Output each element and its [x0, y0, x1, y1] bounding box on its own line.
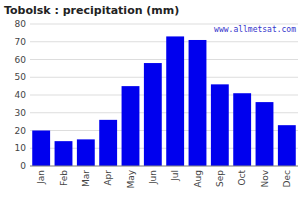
chart: Tobolsk : precipitation (mm) 0 10 20 30 40 50 6… — [0, 0, 306, 200]
y-tick-label: 0 — [20, 161, 26, 171]
y-tick-label: 30 — [15, 108, 27, 118]
bar — [278, 125, 296, 166]
x-tick-label: Mar — [81, 170, 91, 187]
y-tick-label: 70 — [15, 37, 27, 47]
y-tick-label: 10 — [15, 143, 27, 153]
bar — [256, 102, 274, 166]
x-tick-label: Jun — [148, 170, 158, 185]
bar — [99, 120, 117, 166]
y-tick-label: 80 — [15, 19, 27, 29]
x-tick-label: Jul — [170, 170, 180, 182]
x-tick-label: Jan — [36, 170, 46, 185]
y-tick-label: 40 — [15, 90, 27, 100]
bar — [233, 93, 251, 166]
bar — [122, 86, 140, 166]
annotation: www.allmetsat.com — [214, 25, 296, 34]
bar — [189, 40, 207, 166]
grid-line — [30, 166, 298, 167]
grid — [30, 24, 298, 166]
x-tick-label: Aug — [193, 170, 203, 188]
bars — [32, 36, 296, 166]
bar — [144, 63, 162, 166]
grid-line — [30, 95, 298, 96]
y-tick-label: 20 — [15, 126, 27, 136]
bar — [77, 139, 95, 166]
y-axis: 0 10 20 30 40 50 60 70 80 — [15, 19, 27, 171]
bar — [166, 36, 184, 166]
x-axis-line — [30, 166, 298, 167]
grid-line — [30, 41, 298, 42]
bar — [55, 141, 73, 166]
x-tick-label: May — [126, 169, 136, 188]
grid-line — [30, 59, 298, 60]
x-axis: Jan Feb Mar Apr May Jun Jul Aug Sep Oct Nov Dec — [36, 169, 292, 188]
x-tick-label: Nov — [260, 169, 270, 187]
x-tick-label: Sep — [215, 170, 225, 187]
title: Tobolsk : precipitation (mm) — [4, 4, 179, 17]
y-tick-label: 60 — [15, 55, 27, 65]
grid-line — [30, 77, 298, 78]
bar — [211, 84, 229, 166]
y-tick-label: 50 — [15, 72, 27, 82]
x-tick-label: Oct — [237, 170, 247, 186]
x-tick-label: Feb — [59, 170, 69, 186]
bar — [32, 131, 50, 167]
x-tick-label: Dec — [282, 170, 292, 187]
x-tick-label: Apr — [103, 170, 113, 186]
